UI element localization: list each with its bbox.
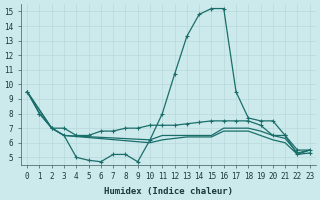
X-axis label: Humidex (Indice chaleur): Humidex (Indice chaleur) [104,187,233,196]
